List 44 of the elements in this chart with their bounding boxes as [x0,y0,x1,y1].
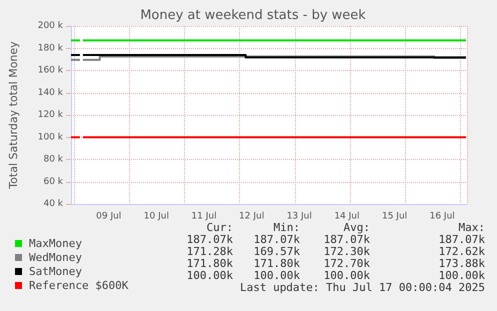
text: Cur: [206,221,233,234]
x-tick-label: 09 Jul [96,212,122,222]
text: 172.62k [438,245,485,258]
y-tick-label: 200 k [38,21,64,31]
text: Max: [458,221,485,234]
text: Last update: Thu Jul 17 00:00:04 2025 [240,281,485,294]
x-tick-label: 12 Jul [239,212,264,222]
text: 187.07k [324,233,370,246]
y-tick-label: 120 k [38,110,64,120]
text: Min: [274,221,300,234]
text: 172.30k [324,245,370,258]
x-tick-label: 16 Jul [430,212,455,222]
y-tick-label: 80 k [43,154,64,164]
text: 100.00k [324,269,370,282]
y-tick-label: 40 k [43,199,64,209]
x-tick-label: 15 Jul [382,212,408,222]
text: 100.00k [254,269,300,282]
x-tick-label: 11 Jul [191,212,217,222]
legend-label: SatMoney [29,265,82,278]
legend-label: MaxMoney [29,237,82,250]
text: 169.57k [254,245,300,258]
text: 173.88k [438,257,485,270]
x-tick-label: 13 Jul [286,212,312,222]
x-tick-label: 14 Jul [334,212,360,222]
text: 187.07k [186,233,233,246]
text: 171.28k [186,245,233,258]
y-axis-title: Total Saturday total Money [7,40,20,190]
y-tick-label: 140 k [38,88,64,98]
legend-label: WedMoney [29,251,82,264]
text: 100.00k [186,269,233,282]
y-tick-label: 60 k [43,176,64,187]
legend-label: Reference $600K [29,279,129,292]
text: 171.80k [186,257,233,270]
text: Avg: [344,221,370,234]
text: 100.00k [438,269,485,282]
text: 187.07k [438,233,485,246]
chart-title: Money at weekend stats - by week [140,8,366,23]
text: 172.70k [324,257,370,270]
y-tick-label: 100 k [38,132,64,142]
x-tick-label: 10 Jul [144,212,169,222]
text: 187.07k [254,233,300,246]
y-tick-label: 180 k [38,43,64,54]
text: 171.80k [254,257,300,270]
y-tick-label: 160 k [38,66,64,76]
